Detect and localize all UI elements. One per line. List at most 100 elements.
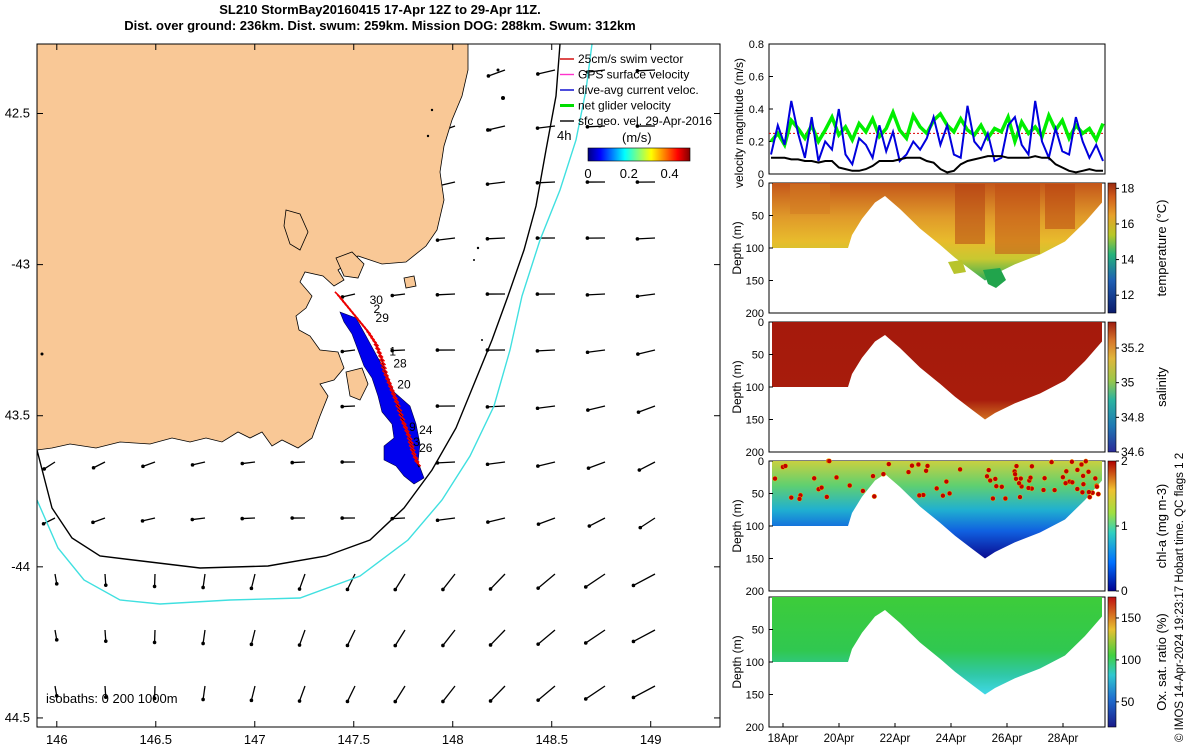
date-tick-label: 28Apr [1048,733,1079,745]
chl-sample [1086,489,1092,495]
chl-sample [1095,491,1101,497]
colorbar-unit: (m/s) [622,130,652,145]
section-ytick-label: 150 [746,554,764,566]
chl-sample [1002,495,1009,502]
chl-sample [811,475,817,481]
current-vector-head [535,349,540,353]
current-vector-head [54,694,59,698]
current-vector-head [435,348,440,352]
current-vector-head [152,584,157,589]
date-tick-label: 22Apr [880,733,911,745]
chl-sample [1069,459,1075,465]
current-vector-head [585,236,590,240]
current-vector-head [631,639,636,644]
current-vector-head [585,124,590,129]
current-vector-head [583,697,588,701]
current-vector-head [297,643,302,647]
colorbar-tick-label: 16 [1121,217,1135,231]
day-label: 2 [374,302,381,316]
velocity-ytick-label: 0.2 [749,137,764,149]
current-vector [490,685,506,702]
current-vector [588,461,606,469]
current-vector-head [435,518,440,523]
current-vector [537,125,556,129]
current-vector-head [631,695,636,700]
map-xtick-label: 147.5 [337,732,370,747]
current-vector-head [152,640,157,645]
current-vector-head [141,464,145,469]
current-vector-head [535,236,540,240]
current-vector-head [441,699,445,704]
current-vector-head [485,405,490,409]
current-vector [250,573,256,589]
chl-sample [909,463,915,469]
swim-vector [374,347,383,355]
date-tick-label: 26Apr [992,733,1023,745]
current-vector [192,517,206,521]
map-xtick-label: 148 [442,732,464,747]
legend-entry: net glider velocity [578,99,671,113]
isobath-1000m [37,44,593,605]
current-vector [537,69,556,75]
current-vector-head [393,699,398,704]
chl-sample [946,490,953,497]
chl-sample [1062,480,1069,486]
current-vector-head [587,524,592,528]
chl-sample [999,484,1005,490]
velocity-ytick-label: 0.6 [749,72,764,84]
current-vector [142,461,156,467]
current-vector [637,293,656,297]
chl-sample [905,469,912,475]
current-vector-head [393,587,398,592]
velocity-line [770,100,1104,167]
current-vector [392,349,406,352]
tasmania-land [37,44,469,451]
section-ylabel: Depth (m) [730,499,744,552]
current-vector [637,237,656,240]
current-vector-head [249,642,254,647]
section-axes: 0 50 100 150 200 Depth (m) 0 50 100 150 200 Depth (… [730,178,773,734]
swim-vectors [334,291,422,467]
chl-sample [986,467,992,473]
map-xtick-label: 149 [640,732,662,747]
current-vector-head [635,294,640,299]
current-vector [537,685,556,701]
current-vector-head [340,295,345,299]
section-ytick-label: 50 [752,211,764,223]
chl-sample [934,485,940,492]
current-vector-head [486,520,490,524]
chl-sample [1063,468,1069,474]
chl-panel [768,458,1106,592]
figure-title-line1: SL210 StormBay20160415 17-Apr 12Z to 29-… [219,2,541,17]
current-vector-head [441,643,445,648]
current-vector-head [41,521,46,526]
current-vector-head [638,525,643,530]
swim-vector [395,404,403,412]
swim-vector [409,448,417,456]
chl-sample [943,479,950,485]
section-ytick-label: 100 [746,521,764,533]
chl-sample [1079,489,1086,495]
current-vector-head [249,586,254,591]
swim-vector [406,437,414,445]
current-vector [394,573,406,590]
section-ytick-label: 150 [746,415,764,427]
current-vector-head [535,126,540,130]
colorbar-label: temperature (°C) [1154,200,1169,297]
current-vector [587,349,606,353]
figure-title-line2: Dist. over ground: 236km. Dist. swum: 25… [124,18,636,33]
current-vector [202,685,206,700]
swim-vector [379,362,388,370]
current-vector-head [340,404,345,409]
island-2 [403,275,417,289]
chl-sample [1012,471,1018,477]
section-colorbar [1107,321,1117,453]
section-ytick-label: 150 [746,690,764,702]
map-ytick-label: -44 [11,559,30,574]
current-vector [490,573,506,590]
section-ytick-label: 100 [746,382,764,394]
current-vector [346,629,356,646]
colorbar-label: chl-a (mg m-3) [1154,484,1169,569]
current-vector-head [240,516,245,521]
current-vector [487,461,506,465]
